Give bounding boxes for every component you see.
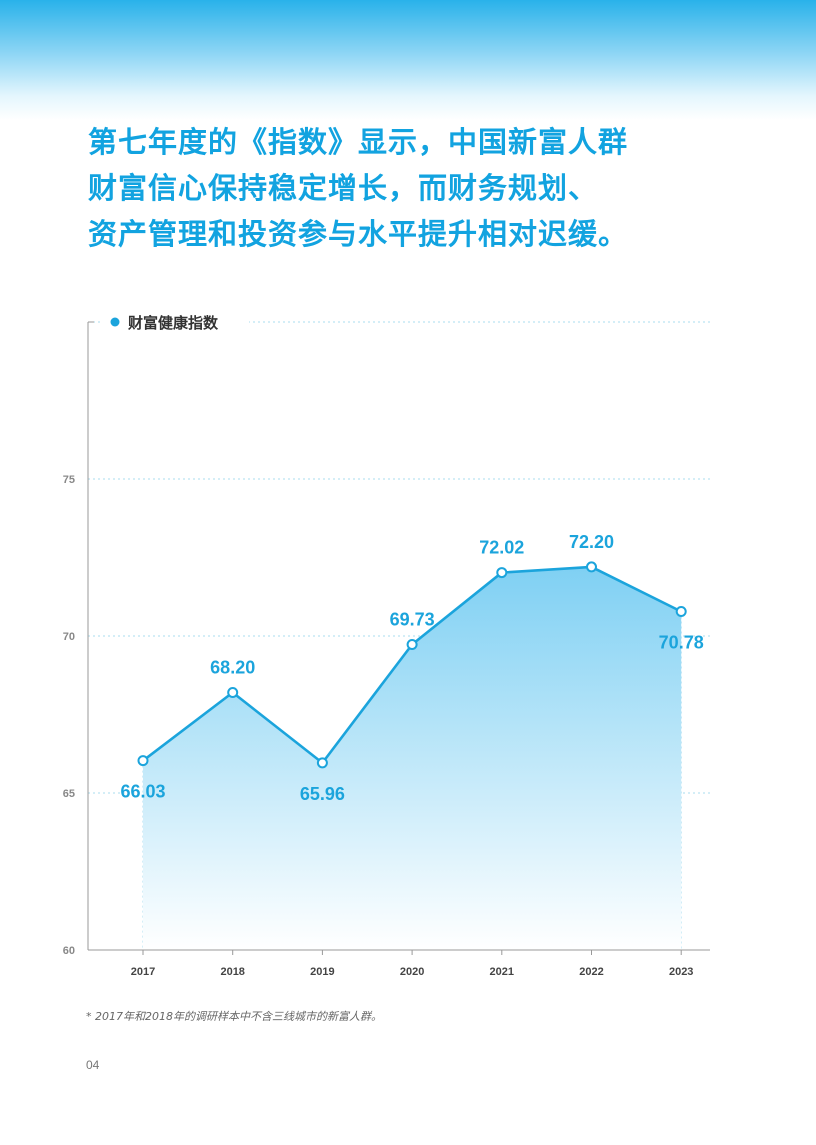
data-label: 69.73 — [390, 609, 435, 629]
x-tick-label: 2020 — [400, 966, 424, 978]
headline-line-2: 财富信心保持稳定增长，而财务规划、 — [88, 171, 599, 205]
x-tick-label: 2021 — [490, 966, 514, 978]
data-point — [227, 687, 239, 699]
legend-background — [103, 310, 249, 334]
series-area — [143, 566, 682, 950]
legend: 财富健康指数 — [103, 310, 249, 334]
y-tick-label: 60 — [63, 945, 75, 957]
footnote: * 2017年和2018年的调研样本中不含三线城市的新富人群。 — [86, 1010, 382, 1023]
legend-marker — [110, 317, 120, 327]
y-tick-label: 70 — [63, 631, 75, 643]
axis-layer: 60 65 70 75 2017 2018 2019 2020 2021 2022 2023 — [63, 321, 710, 978]
data-point — [586, 561, 597, 573]
data-label: 66.03 — [120, 782, 165, 802]
x-tick-label: 2017 — [131, 966, 155, 978]
x-tick-label: 2023 — [669, 966, 693, 978]
data-label: 68.20 — [210, 658, 255, 678]
area-layer — [143, 566, 682, 950]
data-point — [137, 755, 149, 767]
page-number: 04 — [86, 1058, 100, 1072]
y-tick-label: 75 — [63, 474, 75, 486]
x-tick-label: 2018 — [220, 966, 244, 978]
headline-line-1: 第七年度的《指数》显示，中国新富人群 — [88, 125, 629, 159]
wealth-health-index-chart: 60 65 70 75 2017 2018 2019 2020 2021 2022 2023 财富健… — [63, 310, 710, 978]
headline-line-3: 资产管理和投资参与水平提升相对迟缓。 — [88, 217, 629, 251]
x-tick-label: 2022 — [579, 966, 603, 978]
page-headline: 第七年度的《指数》显示，中国新富人群 财富信心保持稳定增长，而财务规划、 资产管… — [88, 119, 788, 257]
data-label: 65.96 — [300, 784, 345, 804]
legend-label: 财富健康指数 — [128, 314, 219, 332]
series-line-layer — [137, 561, 687, 769]
data-label: 72.20 — [569, 532, 614, 552]
header-gradient-band — [0, 0, 816, 120]
data-point — [496, 567, 508, 579]
data-point — [316, 757, 328, 769]
data-point — [406, 638, 418, 650]
y-tick-label: 65 — [63, 788, 75, 800]
data-point — [675, 606, 687, 618]
data-label-layer: 66.03 68.20 65.96 69.73 72.02 72.20 70.78 — [120, 532, 703, 804]
data-label: 70.78 — [659, 633, 704, 653]
data-label: 72.02 — [479, 538, 524, 558]
x-tick-label: 2019 — [310, 966, 334, 978]
